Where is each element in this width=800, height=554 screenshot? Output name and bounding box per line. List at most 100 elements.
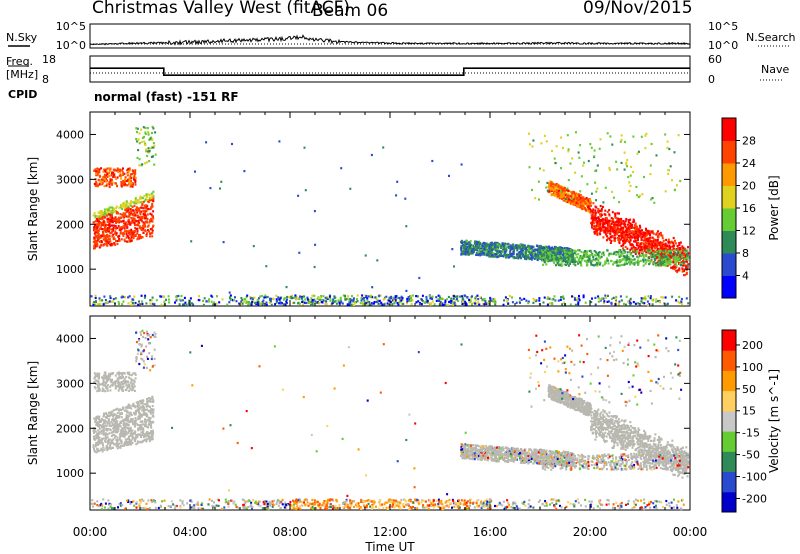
power-scatter-cell: [111, 218, 113, 221]
power-scatter-cell: [588, 203, 591, 206]
power-scatter-cell: [615, 253, 618, 256]
power-scatter-cell: [503, 244, 506, 247]
power-scatter-cell: [682, 261, 685, 265]
power-scatter-cell: [203, 297, 206, 300]
power-scatter-cell: [447, 295, 450, 299]
power-scatter-cell: [275, 294, 278, 297]
power-scatter-cell: [592, 208, 595, 211]
power-scatter-cell: [478, 303, 481, 306]
power-scatter-cell: [590, 301, 593, 304]
power-scatter-cell: [670, 256, 673, 259]
power-scatter-cell: [554, 188, 556, 191]
power-scatter-cell: [652, 249, 655, 252]
power-scatter-cell: [563, 252, 566, 255]
power-scatter-cell: [620, 244, 623, 248]
power-scatter-cell: [545, 263, 548, 266]
power-scatter-cell: [586, 261, 589, 264]
power-scatter-cell: [136, 238, 139, 241]
power-scatter-cell: [415, 295, 418, 298]
power-scatter-cell: [579, 204, 582, 207]
power-scatter-cell: [589, 143, 592, 146]
power-scatter-cell: [108, 238, 111, 241]
power-scatter-cell: [576, 256, 579, 259]
power-scatter-cell: [240, 300, 243, 303]
power-scatter-cell: [661, 243, 664, 246]
power-scatter-cell: [633, 220, 636, 223]
power-colorbar-tick-label: 20: [742, 180, 756, 193]
power-scatter-cell: [311, 299, 314, 302]
power-scatter-cell: [686, 254, 689, 258]
power-scatter-cell: [122, 182, 125, 185]
power-scatter-cell: [126, 184, 129, 187]
power-scatter-cell: [128, 213, 131, 216]
power-scatter-cell: [132, 237, 135, 240]
power-scatter-cell: [482, 241, 485, 244]
power-scatter-cell: [550, 248, 553, 251]
power-scatter-cell: [565, 250, 568, 253]
power-scatter-cell: [570, 197, 573, 200]
power-scatter-cell: [146, 213, 149, 216]
power-scatter-cell: [646, 229, 649, 232]
power-scatter-cell: [93, 300, 96, 304]
power-scatter-cell: [620, 138, 623, 142]
power-scatter-cell: [605, 239, 608, 242]
power-scatter-cell: [671, 255, 674, 258]
power-scatter-cell: [650, 247, 653, 250]
power-scatter-cell: [461, 303, 464, 306]
power-scatter-cell: [112, 171, 115, 174]
station-title: Christmas Valley West (fitACF): [92, 0, 351, 18]
power-scatter-cell: [671, 267, 674, 270]
power-scatter-cell: [575, 201, 578, 204]
power-scatter-cell: [664, 133, 667, 136]
power-scatter-cell: [485, 302, 488, 305]
power-scatter-cell: [130, 201, 132, 204]
power-scatter-cell: [681, 248, 684, 251]
power-scatter-cell: [106, 213, 109, 216]
power-scatter-cell: [631, 223, 634, 226]
power-scatter-cell: [542, 252, 545, 255]
power-scatter-cell: [144, 225, 147, 228]
power-scatter-cell: [441, 297, 444, 300]
power-scatter-cell: [551, 302, 554, 306]
power-scatter-cell: [113, 210, 116, 213]
power-scatter-cell: [360, 297, 363, 300]
power-scatter-cell: [386, 302, 389, 305]
power-scatter-cell: [676, 270, 679, 274]
power-scatter-cell: [310, 303, 313, 307]
power-scatter-cell: [118, 220, 121, 223]
power-scatter-cell: [595, 229, 598, 232]
power-scatter-cell: [351, 295, 353, 298]
power-scatter-cell: [352, 303, 355, 306]
power-scatter-cell: [388, 298, 391, 301]
power-scatter-cell: [483, 250, 486, 253]
power-scatter-cell: [451, 301, 454, 304]
power-scatter-cell: [679, 250, 682, 253]
power-scatter-cell: [629, 251, 631, 254]
power-scatter-cell: [547, 185, 550, 188]
power-scatter-cell: [674, 262, 676, 265]
power-scatter-cell: [570, 191, 573, 194]
power-scatter-cell: [546, 259, 549, 262]
power-scatter-cell: [624, 259, 627, 262]
power-scatter-cell: [133, 177, 136, 180]
power-scatter-cell: [562, 146, 564, 150]
power-scatter-cell: [121, 226, 124, 229]
power-scatter-cell: [668, 147, 671, 151]
power-scatter-cell: [519, 252, 522, 256]
velocity-scatter-cell: [138, 417, 141, 420]
power-scatter-cell: [578, 294, 580, 298]
power-scatter-cell: [219, 187, 221, 190]
power-scatter-cell: [122, 295, 125, 299]
power-scatter-cell: [654, 262, 657, 265]
power-scatter-cell: [595, 221, 598, 224]
power-scatter-cell: [647, 256, 650, 259]
power-scatter-cell: [147, 207, 150, 211]
power-scatter-cell: [617, 221, 620, 224]
velocity-scatter-cell: [125, 431, 128, 434]
power-scatter-cell: [96, 173, 99, 176]
power-scatter-cell: [306, 298, 309, 301]
power-scatter-cell: [675, 261, 678, 264]
power-scatter-cell: [586, 253, 589, 257]
power-scatter-cell: [145, 234, 148, 238]
power-scatter-cell: [636, 226, 638, 230]
